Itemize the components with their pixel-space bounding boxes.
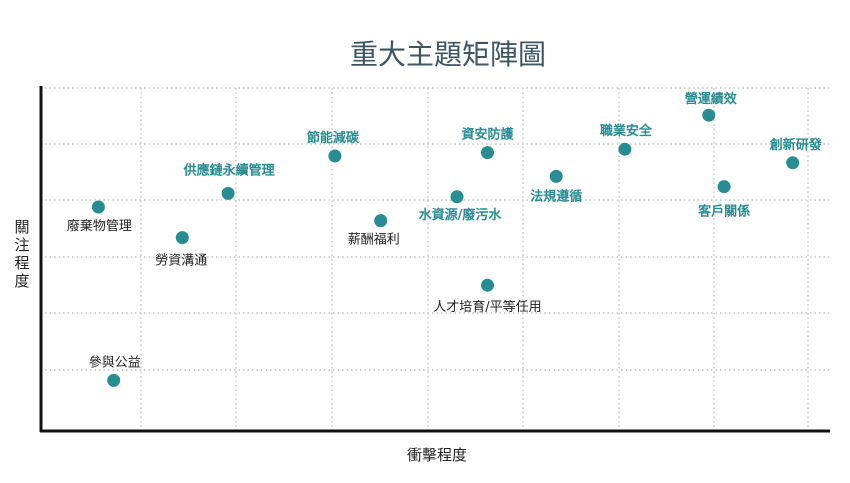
point-label: 水資源/廢污水 xyxy=(419,207,503,223)
data-point xyxy=(618,142,632,156)
data-point xyxy=(549,169,563,183)
data-point xyxy=(481,146,494,160)
point-label: 創新研發 xyxy=(769,137,822,153)
point-label: 人才培育/平等任用 xyxy=(433,299,541,315)
data-point xyxy=(175,231,189,245)
point-label: 法規遵循 xyxy=(530,188,582,204)
data-point xyxy=(450,190,464,204)
data-point xyxy=(481,278,494,292)
point-label: 職業安全 xyxy=(600,123,653,139)
point-label: 供應鏈永續管理 xyxy=(183,162,275,178)
data-point xyxy=(107,373,121,387)
point-label: 客戶關係 xyxy=(698,204,750,220)
point-label: 營運績效 xyxy=(685,91,738,107)
point-label: 廢棄物管理 xyxy=(67,219,132,234)
data-point xyxy=(717,180,731,194)
point-label: 節能減碳 xyxy=(307,130,360,146)
x-axis-label: 衝擊程度 xyxy=(407,446,467,464)
data-point xyxy=(328,149,342,163)
chart-title: 重大主題矩陣圖 xyxy=(350,38,546,71)
axes xyxy=(39,86,830,433)
data-point xyxy=(374,214,388,228)
data-point xyxy=(91,200,105,214)
point-label: 參與公益 xyxy=(89,355,141,370)
data-point xyxy=(786,156,800,170)
data-point xyxy=(702,108,716,122)
y-axis-label: 關注程度 xyxy=(14,218,29,290)
data-point xyxy=(221,186,235,200)
point-label: 勞資溝通 xyxy=(155,254,207,269)
point-label: 薪酬福利 xyxy=(348,233,400,248)
grid xyxy=(45,87,830,428)
point-label: 資安防護 xyxy=(461,127,514,143)
